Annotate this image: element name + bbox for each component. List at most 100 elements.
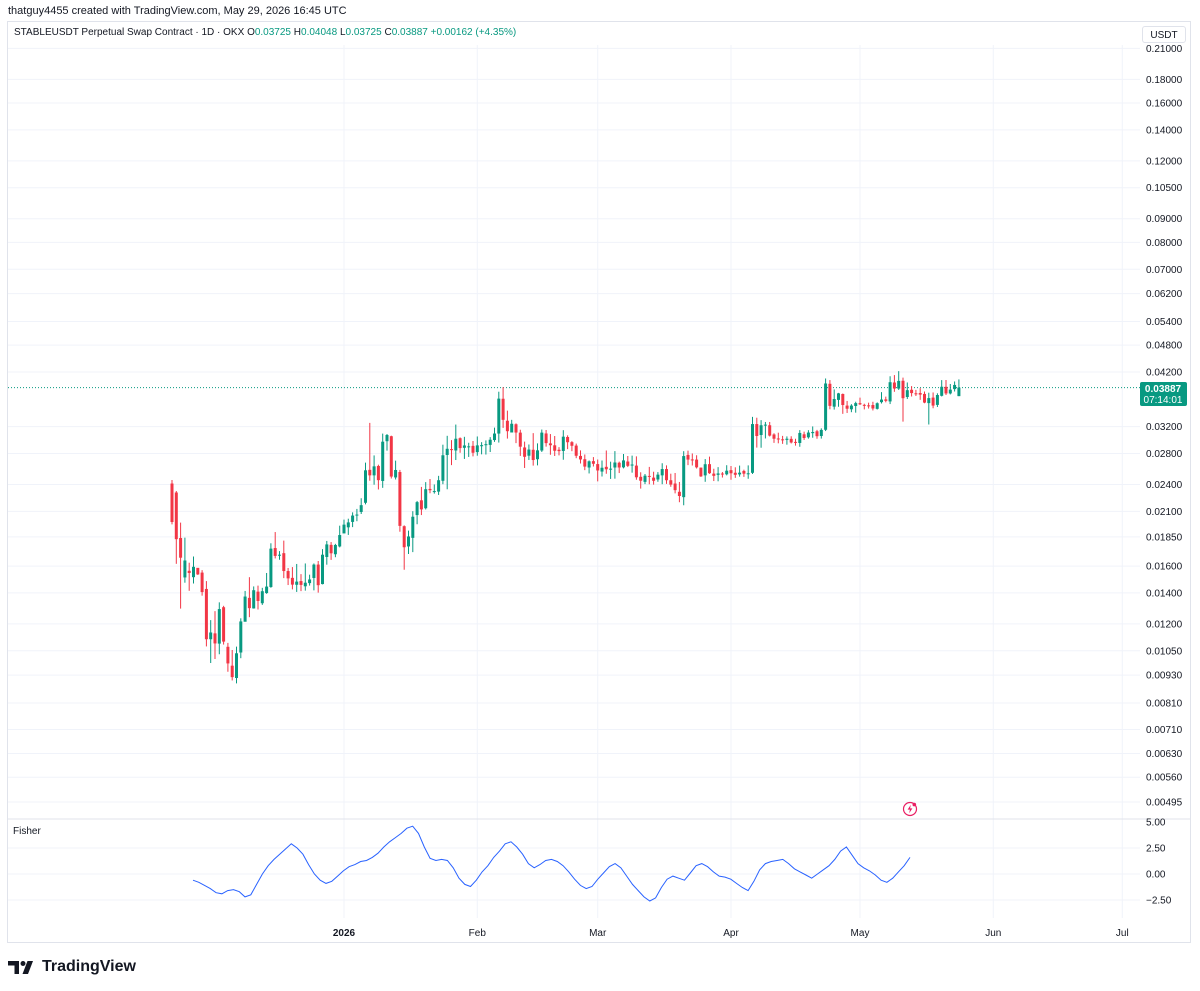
candle-body (174, 492, 178, 540)
candle (480, 442, 484, 455)
candle-body (609, 468, 613, 470)
candle (540, 429, 544, 452)
candle-body (553, 445, 557, 451)
candle (355, 508, 359, 522)
candle (252, 586, 256, 609)
price-tick-label: 0.01600 (1146, 562, 1183, 573)
candle-body (867, 405, 871, 407)
candle-body (828, 383, 832, 406)
candle-body (574, 445, 578, 456)
candle-body (355, 514, 359, 516)
candle-body (892, 382, 896, 389)
fisher-tick-label: −2.50 (1146, 896, 1172, 907)
candle (892, 375, 896, 392)
time-tick-label: Feb (469, 928, 487, 939)
candle-body (536, 450, 539, 460)
candle-body (325, 544, 329, 557)
candle (518, 429, 522, 456)
candle (200, 570, 204, 596)
candle-body (630, 464, 634, 466)
candle (467, 442, 471, 457)
candle (609, 461, 613, 479)
candle-body (794, 441, 797, 443)
candle (815, 429, 819, 439)
candle-body (708, 464, 711, 474)
candle-body (544, 433, 548, 444)
time-tick-label: Jul (1116, 928, 1129, 939)
candle (428, 478, 432, 494)
candle (209, 620, 213, 664)
candle (708, 456, 711, 474)
price-tick-label: 0.10500 (1146, 183, 1183, 194)
candle-body (738, 472, 742, 475)
last-price-value: 0.03887 (1145, 384, 1182, 395)
candle-body (819, 429, 823, 437)
candle (290, 567, 294, 590)
candle (776, 432, 780, 444)
candle (475, 436, 479, 456)
candle-body (781, 439, 785, 441)
candle-body (699, 467, 703, 477)
candle-body (742, 470, 746, 474)
candle-body (858, 403, 862, 405)
candle (634, 456, 638, 480)
candle-body (368, 469, 372, 476)
candle (910, 386, 914, 397)
candle (536, 443, 539, 466)
candle (720, 472, 724, 478)
candle (497, 391, 501, 443)
symbol-legend[interactable]: STABLEUSDT Perpetual Swap Contract · 1D … (14, 27, 516, 38)
time-axis[interactable]: 2026 Feb Mar Apr May Jun Jul (333, 928, 1129, 939)
candle-body (583, 459, 587, 467)
fisher-indicator-label[interactable]: Fisher (13, 826, 41, 837)
candle (308, 574, 312, 586)
candle (686, 450, 690, 466)
fisher-axis[interactable]: 5.00 2.50 0.00 −2.50 (1146, 818, 1172, 907)
candle (587, 460, 591, 474)
price-axis[interactable]: 0.21000 0.18000 0.16000 0.14000 0.12000 0.105… (1146, 44, 1183, 809)
candle-body (523, 447, 527, 457)
candle-body (338, 535, 342, 547)
candle (407, 530, 410, 555)
candle-series (170, 371, 961, 684)
candle-body (652, 477, 656, 481)
candle (665, 465, 668, 484)
candle (531, 433, 535, 466)
candle (716, 467, 720, 482)
price-tick-label: 0.01400 (1146, 588, 1183, 599)
candle-body (622, 460, 625, 468)
candle-body (548, 443, 552, 446)
candle (415, 500, 419, 525)
candle-body (329, 544, 333, 554)
currency-button[interactable]: USDT (1142, 26, 1186, 43)
candle-body (703, 464, 707, 476)
candle (527, 444, 531, 460)
candle-body (441, 455, 445, 481)
candle-body (845, 405, 849, 409)
candle (544, 429, 548, 447)
candle-body (948, 389, 952, 394)
symbol-title[interactable]: STABLEUSDT Perpetual Swap Contract · 1D … (14, 27, 245, 38)
candle (204, 581, 208, 647)
tradingview-logo[interactable]: TradingView (8, 958, 136, 976)
candle-body (359, 505, 363, 512)
last-price-tag-bg (1140, 382, 1187, 406)
candle-body (226, 646, 230, 664)
candle-body (252, 590, 256, 609)
candle (604, 450, 608, 474)
time-tick-label: Mar (589, 928, 607, 939)
candle (286, 567, 290, 586)
candle-body (854, 403, 858, 406)
candle (849, 404, 853, 413)
candle (845, 400, 849, 413)
candle (278, 551, 281, 560)
candle-body (243, 596, 247, 622)
candle (561, 430, 565, 460)
candle-body (192, 566, 195, 578)
candle-body (656, 474, 660, 480)
flash-icon[interactable] (902, 801, 918, 817)
price-tick-label: 0.08000 (1146, 238, 1183, 249)
candle (755, 417, 759, 448)
time-tick-label: Apr (723, 928, 739, 939)
